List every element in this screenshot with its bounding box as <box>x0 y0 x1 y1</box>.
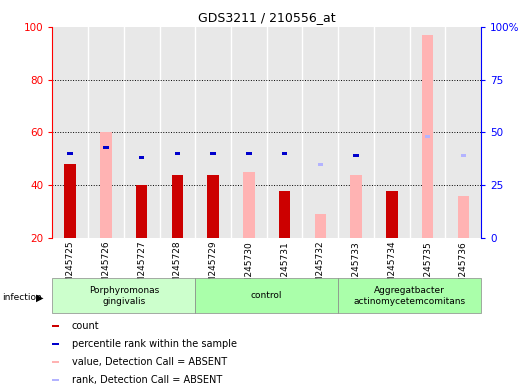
Bar <box>458 196 469 238</box>
Bar <box>425 135 430 138</box>
Bar <box>195 27 231 238</box>
Bar <box>103 146 109 149</box>
Text: count: count <box>72 321 99 331</box>
Bar <box>231 27 267 238</box>
Bar <box>279 190 290 238</box>
Bar <box>175 152 180 155</box>
Bar <box>410 27 446 238</box>
Bar <box>52 278 195 313</box>
Bar <box>160 27 195 238</box>
Bar <box>317 162 323 166</box>
Bar <box>210 152 216 155</box>
Text: Aggregatbacter
actinomycetemcomitans: Aggregatbacter actinomycetemcomitans <box>354 286 466 306</box>
Bar <box>461 154 466 157</box>
Bar <box>374 27 410 238</box>
Text: percentile rank within the sample: percentile rank within the sample <box>72 339 236 349</box>
Bar <box>386 190 397 238</box>
Bar <box>172 175 183 238</box>
Bar <box>350 175 362 238</box>
Text: control: control <box>251 291 282 300</box>
Bar <box>67 152 73 155</box>
Text: infection: infection <box>3 293 42 302</box>
Bar <box>124 27 160 238</box>
Bar <box>446 27 481 238</box>
Title: GDS3211 / 210556_at: GDS3211 / 210556_at <box>198 11 336 24</box>
Text: rank, Detection Call = ABSENT: rank, Detection Call = ABSENT <box>72 375 222 384</box>
Bar <box>267 27 302 238</box>
Bar <box>136 185 147 238</box>
Bar <box>282 152 287 155</box>
Bar <box>64 164 76 238</box>
Bar <box>246 152 252 155</box>
Bar <box>302 27 338 238</box>
Bar <box>52 379 59 381</box>
Bar <box>52 325 59 327</box>
Bar <box>195 278 338 313</box>
Text: Porphyromonas
gingivalis: Porphyromonas gingivalis <box>89 286 159 306</box>
Bar <box>422 35 433 238</box>
Text: ▶: ▶ <box>36 293 43 303</box>
Bar <box>52 343 59 345</box>
Text: value, Detection Call = ABSENT: value, Detection Call = ABSENT <box>72 357 227 367</box>
Bar <box>88 27 124 238</box>
Bar <box>315 214 326 238</box>
Bar <box>338 278 481 313</box>
Bar <box>100 132 111 238</box>
Bar <box>52 27 88 238</box>
Bar <box>338 27 374 238</box>
Bar <box>139 156 144 159</box>
Bar <box>52 361 59 363</box>
Bar <box>354 154 359 157</box>
Bar <box>243 172 255 238</box>
Bar <box>208 175 219 238</box>
